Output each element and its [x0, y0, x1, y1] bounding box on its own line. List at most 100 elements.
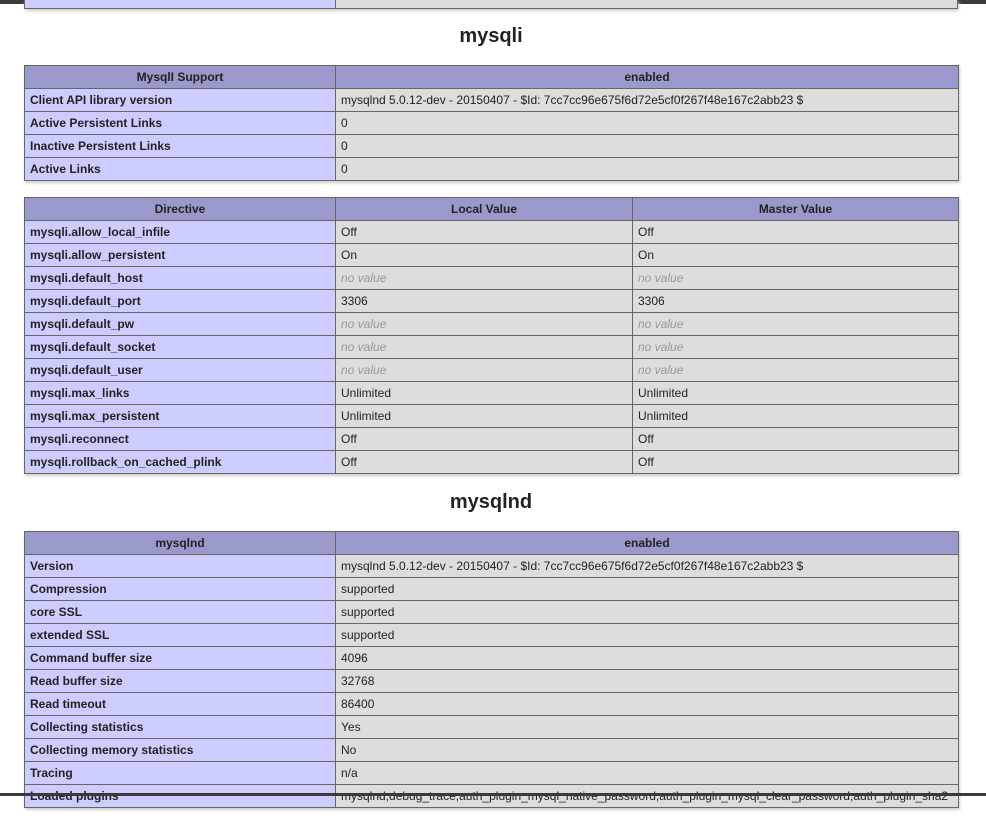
row-label: mysqli.default_pw	[24, 312, 336, 336]
column-header: MysqlI Support	[24, 65, 336, 89]
row-value: Unlimited	[335, 381, 633, 405]
row-value: no value	[632, 335, 959, 359]
row-value: Unlimited	[335, 404, 633, 428]
info-table: Directive Local Value Master Value mysqli.a…	[24, 197, 959, 474]
row-value: Unlimited	[632, 404, 959, 428]
table-row: mysqli.default_pw no value no value	[24, 312, 959, 336]
table-row: mysqli.allow_local_infile Off Off	[24, 220, 959, 244]
table-row: mysqli.reconnect Off Off	[24, 427, 959, 451]
table-row: extended SSL supported	[24, 623, 959, 647]
row-label: Read timeout	[24, 692, 336, 716]
row-value: mysqlnd,debug_trace,auth_plugin_mysql_na…	[335, 784, 959, 808]
column-header: Directive	[24, 197, 336, 221]
table-row: core SSL supported	[24, 600, 959, 624]
row-label: mysqli.default_host	[24, 266, 336, 290]
table-row: mysqli.rollback_on_cached_plink Off Off	[24, 450, 959, 474]
table-body: mysqlnd enabled Version mysqlnd 5.0.12-dev …	[24, 531, 959, 808]
row-label: Command buffer size	[24, 646, 336, 670]
row-label: mysqli.allow_local_infile	[24, 220, 336, 244]
table-row: Tracing n/a	[24, 761, 959, 785]
table-row: Loaded plugins mysqlnd,debug_trace,auth_p…	[24, 784, 959, 808]
table-row: mysqli.allow_persistent On On	[24, 243, 959, 267]
table-row: Read buffer size 32768	[24, 669, 959, 693]
row-value: 0	[335, 111, 959, 135]
row-value: 3306	[335, 289, 633, 313]
row-value: no value	[632, 358, 959, 382]
row-label: mysqli.default_user	[24, 358, 336, 382]
row-label: Collecting statistics	[24, 715, 336, 739]
row-value: n/a	[335, 761, 959, 785]
row-value: supported	[335, 600, 959, 624]
table-fragment	[24, 0, 958, 9]
row-label: Collecting memory statistics	[24, 738, 336, 762]
row-value: supported	[335, 577, 959, 601]
table-row: Compression supported	[24, 577, 959, 601]
row-label: mysqli.max_links	[24, 381, 336, 405]
row-value: Off	[335, 220, 633, 244]
row-value: mysqlnd 5.0.12-dev - 20150407 - $Id: 7cc…	[335, 88, 959, 112]
row-value: 0	[335, 157, 959, 181]
row-label: mysqli.default_socket	[24, 335, 336, 359]
row-label: Read buffer size	[24, 669, 336, 693]
row-value: Off	[335, 427, 633, 451]
table-row: Inactive Persistent Links 0	[24, 134, 959, 158]
row-value: no value	[335, 312, 633, 336]
table-row: Collecting memory statistics No	[24, 738, 959, 762]
row-label: mysqli.rollback_on_cached_plink	[24, 450, 336, 474]
table-row: mysqli.default_socket no value no value	[24, 335, 959, 359]
row-label: extended SSL	[24, 623, 336, 647]
row-value: mysqlnd 5.0.12-dev - 20150407 - $Id: 7cc…	[335, 554, 959, 578]
row-value: 3306	[632, 289, 959, 313]
table-row: mysqli.default_port 3306 3306	[24, 289, 959, 313]
table-row: mysqli.max_persistent Unlimited Unlimited	[24, 404, 959, 428]
row-value: 32768	[335, 669, 959, 693]
row-value: no value	[335, 266, 633, 290]
header-row: Directive Local Value Master Value	[24, 197, 959, 221]
row-label: Active Links	[24, 157, 336, 181]
row-label: Version	[24, 554, 336, 578]
info-table: MysqlI Support enabled Client API library …	[24, 65, 959, 181]
table-row: Read timeout 86400	[24, 692, 959, 716]
info-table: mysqlnd enabled Version mysqlnd 5.0.12-dev …	[24, 531, 959, 808]
section-title: mysqlnd	[449, 491, 533, 513]
row-label: mysqli.reconnect	[24, 427, 336, 451]
content: mysqli MysqlI Support enabled Client API li…	[24, 9, 959, 824]
row-value: Unlimited	[632, 381, 959, 405]
row-value: no value	[632, 312, 959, 336]
row-value: 0	[335, 134, 959, 158]
header-row: mysqlnd enabled	[24, 531, 959, 555]
column-header: Local Value	[335, 197, 633, 221]
row-label: Client API library version	[24, 88, 336, 112]
table-row: Client API library version mysqlnd 5.0.12…	[24, 88, 959, 112]
row-label: mysqli.default_port	[24, 289, 336, 313]
row-value: no value	[632, 266, 959, 290]
row-value: On	[632, 243, 959, 267]
row-value: Yes	[335, 715, 959, 739]
table-row: Command buffer size 4096	[24, 646, 959, 670]
row-value: supported	[335, 623, 959, 647]
row-label: Active Persistent Links	[24, 111, 336, 135]
row-value: no value	[335, 335, 633, 359]
row-value: Off	[632, 220, 959, 244]
row-label: Tracing	[24, 761, 336, 785]
window-edge	[0, 793, 986, 796]
row-value: no value	[335, 358, 633, 382]
row-value: No	[335, 738, 959, 762]
row-label: mysqli.max_persistent	[24, 404, 336, 428]
row-value: 86400	[335, 692, 959, 716]
row-value: Off	[632, 427, 959, 451]
row-value: 4096	[335, 646, 959, 670]
column-header: enabled	[335, 65, 959, 89]
table-row: mysqli.default_host no value no value	[24, 266, 959, 290]
table-body: MysqlI Support enabled Client API library …	[24, 65, 959, 181]
row-label: core SSL	[24, 600, 336, 624]
table-row: Active Links 0	[24, 157, 959, 181]
row-value: Off	[632, 450, 959, 474]
column-header: mysqlnd	[24, 531, 336, 555]
table-row: Active Persistent Links 0	[24, 111, 959, 135]
column-header: Master Value	[632, 197, 959, 221]
row-label: Compression	[24, 577, 336, 601]
table-row: mysqli.max_links Unlimited Unlimited	[24, 381, 959, 405]
section-title: mysqli	[459, 25, 523, 47]
